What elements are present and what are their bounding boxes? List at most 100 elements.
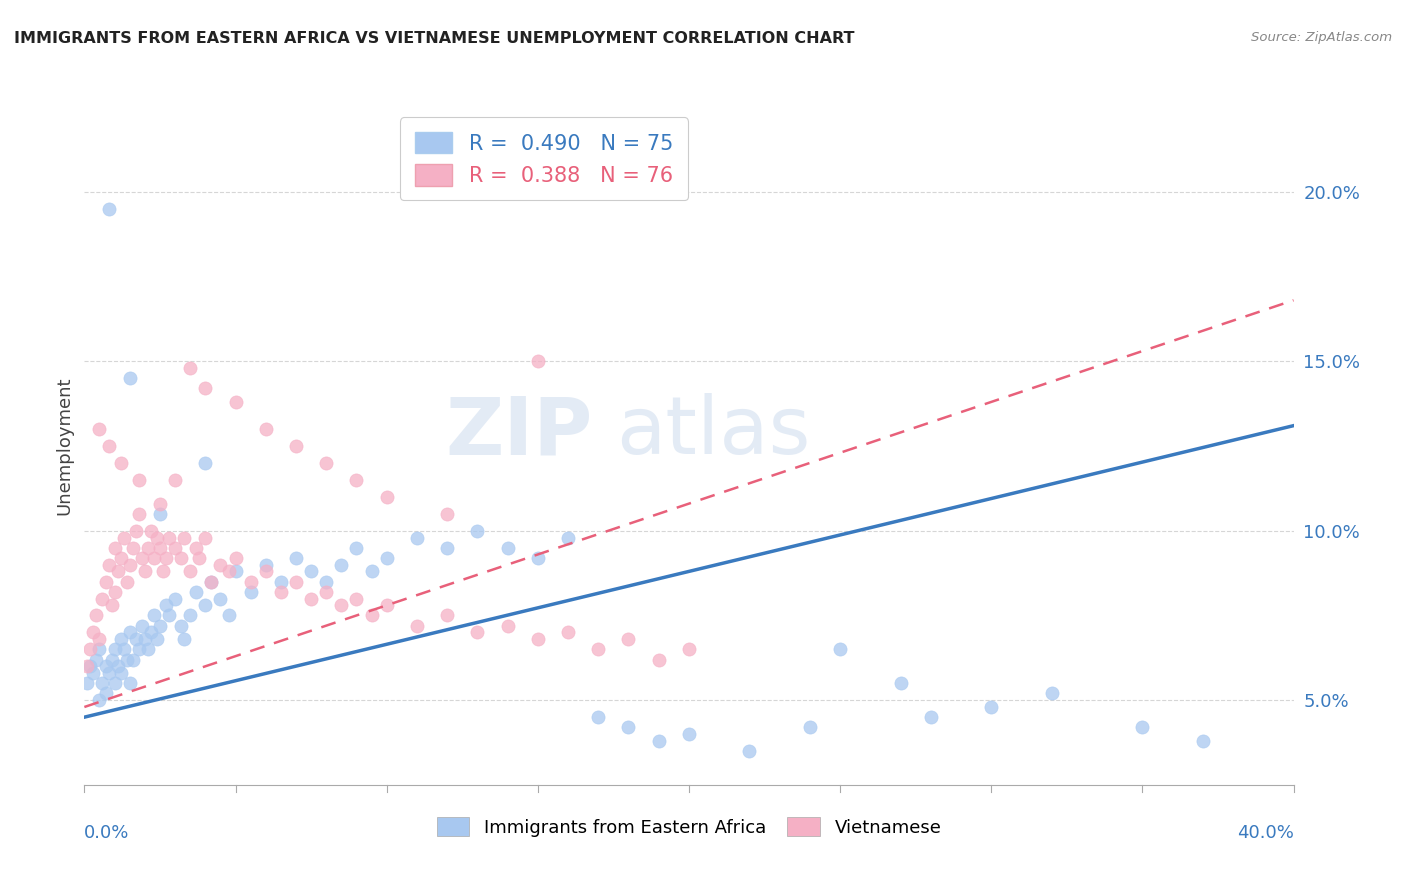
Point: [139, 524, 162, 538]
Point: [920, 710, 942, 724]
Point: [136, 541, 159, 555]
Point: [100, 652, 122, 666]
Point: [112, 531, 135, 545]
Point: [527, 550, 550, 565]
Point: [118, 625, 141, 640]
Point: [209, 558, 232, 572]
Point: [299, 591, 322, 606]
Point: [146, 531, 169, 545]
Point: [155, 550, 177, 565]
Point: [165, 541, 187, 555]
Point: [89, 422, 111, 436]
Point: [194, 456, 217, 470]
Point: [139, 625, 162, 640]
Point: [527, 632, 550, 647]
Point: [1040, 686, 1063, 700]
Point: [112, 642, 135, 657]
Point: [142, 550, 165, 565]
Text: IMMIGRANTS FROM EASTERN AFRICA VS VIETNAMESE UNEMPLOYMENT CORRELATION CHART: IMMIGRANTS FROM EASTERN AFRICA VS VIETNA…: [14, 31, 855, 46]
Point: [346, 591, 368, 606]
Point: [406, 531, 429, 545]
Point: [360, 565, 382, 579]
Point: [128, 507, 150, 521]
Point: [890, 676, 912, 690]
Point: [152, 565, 174, 579]
Point: [134, 565, 156, 579]
Point: [270, 574, 292, 589]
Point: [678, 727, 700, 741]
Point: [588, 642, 610, 657]
Point: [149, 541, 172, 555]
Point: [97, 666, 120, 681]
Point: [299, 565, 322, 579]
Point: [86, 652, 108, 666]
Point: [76, 676, 98, 690]
Text: atlas: atlas: [616, 393, 811, 472]
Point: [149, 507, 172, 521]
Y-axis label: Unemployment: Unemployment: [55, 376, 73, 516]
Point: [91, 676, 114, 690]
Point: [110, 550, 132, 565]
Point: [375, 599, 398, 613]
Point: [118, 371, 141, 385]
Point: [118, 558, 141, 572]
Point: [225, 565, 247, 579]
Point: [149, 618, 172, 632]
Point: [115, 574, 138, 589]
Point: [110, 666, 132, 681]
Point: [346, 473, 368, 487]
Point: [107, 659, 129, 673]
Point: [315, 574, 337, 589]
Text: ZIP: ZIP: [444, 393, 592, 472]
Point: [155, 599, 177, 613]
Point: [436, 541, 458, 555]
Point: [557, 531, 579, 545]
Point: [218, 608, 240, 623]
Point: [557, 625, 579, 640]
Point: [125, 632, 148, 647]
Point: [830, 642, 852, 657]
Text: 0.0%: 0.0%: [84, 824, 129, 842]
Point: [648, 652, 671, 666]
Point: [436, 507, 458, 521]
Point: [97, 439, 120, 453]
Point: [173, 632, 195, 647]
Point: [179, 608, 201, 623]
Point: [86, 608, 108, 623]
Point: [496, 618, 519, 632]
Point: [315, 456, 337, 470]
Point: [194, 531, 217, 545]
Point: [1130, 720, 1153, 734]
Point: [131, 618, 153, 632]
Point: [346, 541, 368, 555]
Text: 40.0%: 40.0%: [1237, 824, 1294, 842]
Point: [136, 642, 159, 657]
Point: [128, 473, 150, 487]
Point: [617, 632, 640, 647]
Point: [97, 202, 120, 216]
Point: [186, 584, 208, 599]
Point: [131, 550, 153, 565]
Point: [186, 541, 208, 555]
Point: [209, 591, 232, 606]
Point: [188, 550, 211, 565]
Point: [200, 574, 222, 589]
Point: [285, 574, 308, 589]
Point: [254, 558, 277, 572]
Point: [194, 381, 217, 395]
Point: [406, 618, 429, 632]
Point: [496, 541, 519, 555]
Point: [149, 497, 172, 511]
Point: [79, 642, 101, 657]
Point: [128, 642, 150, 657]
Point: [125, 524, 148, 538]
Point: [104, 584, 127, 599]
Point: [94, 574, 117, 589]
Point: [330, 599, 353, 613]
Text: Source: ZipAtlas.com: Source: ZipAtlas.com: [1251, 31, 1392, 45]
Point: [134, 632, 156, 647]
Point: [173, 531, 195, 545]
Point: [104, 541, 127, 555]
Point: [104, 676, 127, 690]
Point: [375, 550, 398, 565]
